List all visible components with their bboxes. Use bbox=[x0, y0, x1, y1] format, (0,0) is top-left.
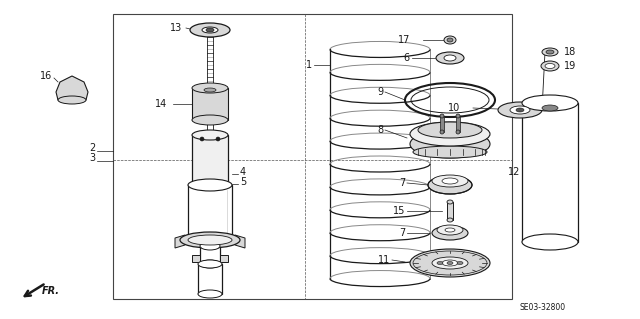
Text: 7: 7 bbox=[399, 228, 405, 238]
Ellipse shape bbox=[410, 249, 490, 277]
Text: 6: 6 bbox=[404, 53, 410, 63]
Ellipse shape bbox=[456, 130, 460, 134]
Ellipse shape bbox=[418, 122, 482, 138]
Ellipse shape bbox=[204, 88, 216, 92]
Text: 14: 14 bbox=[155, 99, 167, 109]
Ellipse shape bbox=[447, 38, 453, 42]
Ellipse shape bbox=[437, 225, 463, 235]
Ellipse shape bbox=[522, 95, 578, 111]
Ellipse shape bbox=[200, 260, 220, 268]
Ellipse shape bbox=[216, 137, 220, 141]
Text: 10: 10 bbox=[448, 103, 460, 113]
Text: 1: 1 bbox=[306, 60, 312, 70]
Ellipse shape bbox=[457, 262, 463, 264]
Ellipse shape bbox=[437, 262, 443, 264]
Polygon shape bbox=[56, 76, 88, 100]
Text: 9: 9 bbox=[377, 87, 383, 97]
Ellipse shape bbox=[413, 146, 487, 158]
Bar bbox=[447, 202, 453, 220]
Ellipse shape bbox=[432, 175, 468, 187]
Ellipse shape bbox=[192, 115, 228, 125]
Ellipse shape bbox=[410, 122, 490, 146]
Text: 13: 13 bbox=[170, 23, 182, 33]
Ellipse shape bbox=[428, 176, 472, 194]
Ellipse shape bbox=[200, 137, 204, 141]
Ellipse shape bbox=[190, 23, 230, 37]
Ellipse shape bbox=[542, 48, 558, 56]
Ellipse shape bbox=[200, 242, 220, 250]
Ellipse shape bbox=[542, 105, 558, 111]
Ellipse shape bbox=[442, 260, 458, 266]
Text: 4: 4 bbox=[240, 167, 246, 177]
Ellipse shape bbox=[58, 96, 86, 104]
Bar bbox=[456, 116, 460, 132]
Ellipse shape bbox=[440, 130, 444, 134]
Ellipse shape bbox=[444, 36, 456, 44]
Bar bbox=[440, 116, 444, 132]
Bar bbox=[192, 88, 228, 120]
Ellipse shape bbox=[432, 257, 468, 269]
Text: 19: 19 bbox=[564, 61, 576, 71]
Text: 11: 11 bbox=[378, 255, 390, 265]
Bar bbox=[198, 264, 222, 294]
Ellipse shape bbox=[192, 83, 228, 93]
Text: 8: 8 bbox=[377, 125, 383, 135]
Ellipse shape bbox=[447, 218, 453, 222]
Ellipse shape bbox=[498, 102, 542, 118]
Ellipse shape bbox=[188, 235, 232, 245]
Polygon shape bbox=[220, 255, 228, 262]
Ellipse shape bbox=[522, 234, 578, 250]
Ellipse shape bbox=[444, 55, 456, 61]
Polygon shape bbox=[175, 235, 185, 248]
Text: 15: 15 bbox=[392, 206, 405, 216]
Ellipse shape bbox=[546, 50, 554, 54]
Ellipse shape bbox=[447, 200, 453, 204]
Text: 7: 7 bbox=[399, 178, 405, 188]
Ellipse shape bbox=[442, 178, 458, 184]
Ellipse shape bbox=[510, 106, 530, 114]
Ellipse shape bbox=[192, 180, 228, 190]
Ellipse shape bbox=[432, 226, 468, 240]
Ellipse shape bbox=[206, 28, 214, 32]
Bar bbox=[200, 246, 220, 264]
Text: 12: 12 bbox=[508, 167, 520, 177]
Ellipse shape bbox=[516, 108, 524, 112]
Text: 16: 16 bbox=[40, 71, 52, 81]
Text: 17: 17 bbox=[397, 35, 410, 45]
Ellipse shape bbox=[410, 130, 490, 158]
Ellipse shape bbox=[198, 290, 222, 298]
Ellipse shape bbox=[445, 228, 455, 232]
Ellipse shape bbox=[447, 262, 453, 264]
Bar bbox=[192, 135, 228, 185]
Ellipse shape bbox=[188, 179, 232, 191]
Polygon shape bbox=[235, 235, 245, 248]
Text: 3: 3 bbox=[89, 153, 95, 163]
Ellipse shape bbox=[456, 114, 460, 118]
Ellipse shape bbox=[440, 114, 444, 118]
Ellipse shape bbox=[180, 232, 240, 248]
Text: FR.: FR. bbox=[42, 286, 60, 296]
Polygon shape bbox=[192, 255, 200, 262]
Text: 2: 2 bbox=[89, 143, 95, 153]
Text: 5: 5 bbox=[240, 177, 246, 187]
Bar bbox=[113, 14, 512, 299]
Ellipse shape bbox=[545, 63, 555, 69]
Ellipse shape bbox=[202, 27, 218, 33]
Ellipse shape bbox=[198, 260, 222, 268]
Bar bbox=[522, 103, 578, 242]
Ellipse shape bbox=[436, 52, 464, 64]
Ellipse shape bbox=[192, 130, 228, 140]
Text: SE03-32800: SE03-32800 bbox=[520, 302, 566, 311]
Bar bbox=[188, 185, 232, 240]
Text: 18: 18 bbox=[564, 47, 576, 57]
Ellipse shape bbox=[541, 61, 559, 71]
